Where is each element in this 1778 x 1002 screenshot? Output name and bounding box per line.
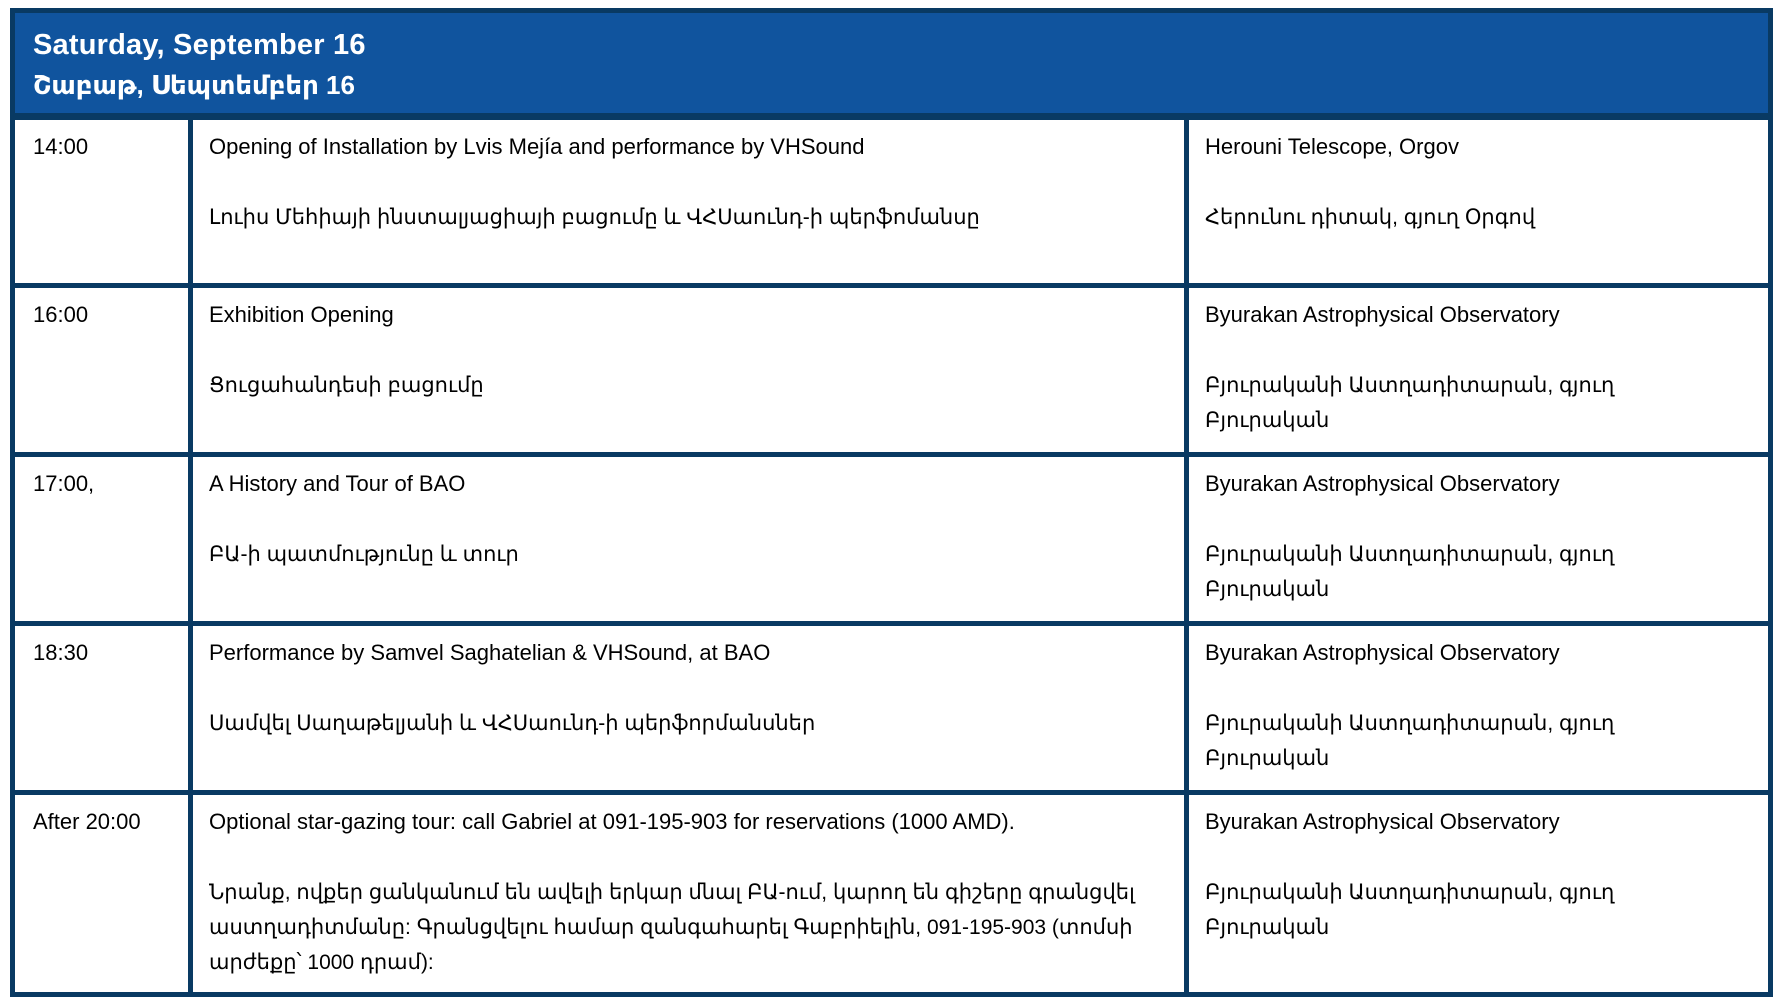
location-armenian: Բյուրականի Աստղադիտարան, գյուղ Բյուրական	[1205, 374, 1615, 432]
event-title-armenian: Ցուցահանդեսի բացումը	[209, 374, 484, 397]
event-title-english: Performance by Samvel Saghatelian & VHSo…	[209, 640, 771, 665]
location-armenian: Հերունու դիտակ, գյուղ Օրգով	[1205, 206, 1536, 229]
time-label: 14:00	[33, 134, 89, 159]
day-header-cell: Saturday, September 16 Շաբաթ, Սեպտեմբեր …	[9, 8, 1774, 120]
event-title-english: Exhibition Opening	[209, 302, 394, 327]
event-cell: Optional star-gazing tour: call Gabriel …	[188, 790, 1189, 997]
schedule-row: 16:00 Exhibition Opening Ցուցահանդեսի բա…	[10, 283, 1774, 457]
location-armenian: Բյուրականի Աստղադիտարան, գյուղ Բյուրական	[1205, 712, 1615, 770]
event-title-armenian: Սամվել Սաղաթելյանի և ՎՀՍաունդ-ի պերֆորմա…	[209, 712, 816, 735]
time-label: 16:00	[33, 302, 89, 327]
event-cell: Opening of Installation by Lvis Mejía an…	[188, 114, 1189, 288]
location-cell: Byurakan Astrophysical Observatory Բյուր…	[1183, 790, 1774, 997]
time-cell: 17:00,	[10, 452, 193, 626]
schedule-row: After 20:00 Optional star-gazing tour: c…	[10, 790, 1774, 997]
location-armenian: Բյուրականի Աստղադիտարան, գյուղ Բյուրական	[1205, 881, 1615, 939]
event-title-english: Optional star-gazing tour: call Gabriel …	[209, 809, 1015, 834]
location-cell: Byurakan Astrophysical Observatory Բյուր…	[1183, 621, 1774, 795]
time-label: After 20:00	[33, 809, 141, 834]
day-title-armenian: Շաբաթ, Սեպտեմբեր 16	[33, 70, 355, 100]
location-english: Byurakan Astrophysical Observatory	[1205, 302, 1560, 327]
event-title-armenian: Լուիս Մեհիայի ինստալյացիայի բացումը և ՎՀ…	[209, 206, 980, 229]
event-title-english: Opening of Installation by Lvis Mejía an…	[209, 134, 865, 159]
time-label: 18:30	[33, 640, 89, 665]
event-schedule-document: Saturday, September 16 Շաբաթ, Սեպտեմբեր …	[9, 8, 1774, 997]
time-cell: 18:30	[10, 621, 193, 795]
time-label: 17:00,	[33, 471, 95, 496]
location-english: Byurakan Astrophysical Observatory	[1205, 809, 1560, 834]
event-cell: A History and Tour of BAO ԲԱ-ի պատմությո…	[188, 452, 1189, 626]
time-cell: After 20:00	[10, 790, 193, 997]
day-header-row: Saturday, September 16 Շաբաթ, Սեպտեմբեր …	[9, 8, 1774, 120]
time-cell: 14:00	[10, 114, 193, 288]
day-title-english: Saturday, September 16	[33, 29, 366, 61]
location-english: Byurakan Astrophysical Observatory	[1205, 471, 1560, 496]
schedule-table: Saturday, September 16 Շաբաթ, Սեպտեմբեր …	[9, 8, 1774, 997]
location-cell: Byurakan Astrophysical Observatory Բյուր…	[1183, 452, 1774, 626]
location-english: Byurakan Astrophysical Observatory	[1205, 640, 1560, 665]
schedule-row: 14:00 Opening of Installation by Lvis Me…	[10, 114, 1774, 288]
location-english: Herouni Telescope, Orgov	[1205, 134, 1459, 159]
event-title-armenian: ԲԱ-ի պատմությունը և տուր	[209, 543, 519, 566]
location-cell: Byurakan Astrophysical Observatory Բյուր…	[1183, 283, 1774, 457]
event-title-english: A History and Tour of BAO	[209, 471, 466, 496]
event-title-armenian: Նրանք, ովքեր ցանկանում են ավելի երկար մն…	[209, 881, 1135, 974]
location-cell: Herouni Telescope, Orgov Հերունու դիտակ,…	[1183, 114, 1774, 288]
schedule-row: 18:30 Performance by Samvel Saghatelian …	[10, 621, 1774, 795]
schedule-rows: 14:00 Opening of Installation by Lvis Me…	[10, 114, 1774, 997]
time-cell: 16:00	[10, 283, 193, 457]
location-armenian: Բյուրականի Աստղադիտարան, գյուղ Բյուրական	[1205, 543, 1615, 601]
event-cell: Performance by Samvel Saghatelian & VHSo…	[188, 621, 1189, 795]
event-cell: Exhibition Opening Ցուցահանդեսի բացումը	[188, 283, 1189, 457]
schedule-row: 17:00, A History and Tour of BAO ԲԱ-ի պա…	[10, 452, 1774, 626]
